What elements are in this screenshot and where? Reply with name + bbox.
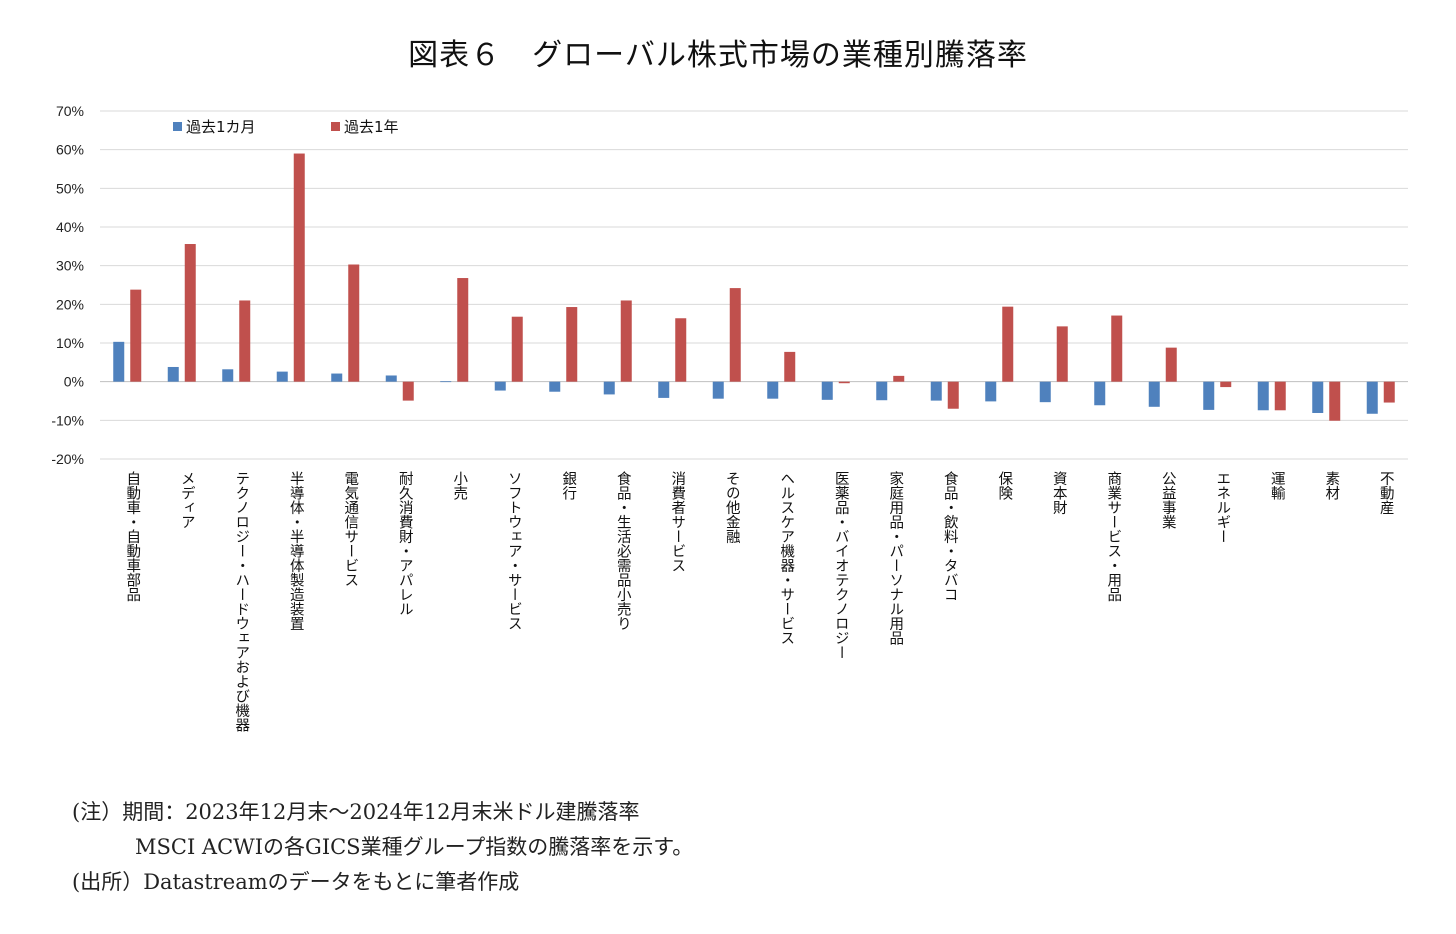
bar-past-1-month — [1312, 381, 1324, 413]
bar-past-1-year — [1274, 381, 1286, 411]
bar-past-1-year — [1002, 306, 1014, 382]
bar-past-1-month — [712, 381, 724, 399]
bar-past-1-year — [566, 307, 578, 382]
bars — [113, 153, 1395, 421]
x-tick-label: 医薬品・バイオテクノロジー — [833, 471, 849, 660]
x-tick-label: 資本財 — [1051, 471, 1067, 515]
bar-past-1-month — [767, 381, 779, 399]
bar-past-1-month — [113, 341, 125, 382]
bar-past-1-month — [930, 381, 942, 401]
bar-past-1-month — [549, 381, 561, 392]
bar-past-1-month — [1203, 381, 1215, 410]
bar-past-1-month — [876, 381, 888, 401]
legend-swatch — [331, 122, 340, 131]
bar-past-1-year — [511, 316, 523, 382]
bar-past-1-year — [1329, 381, 1341, 421]
bar-past-1-year — [620, 300, 632, 382]
bar-past-1-year — [1056, 326, 1068, 382]
bar-past-1-year — [348, 264, 360, 382]
bar-past-1-year — [675, 318, 687, 382]
bar-past-1-month — [1366, 381, 1378, 414]
legend: 過去1カ月 過去1年 — [173, 118, 399, 136]
bar-past-1-year — [1220, 381, 1232, 388]
note-description: MSCI ACWIの各GICS業種グループ指数の騰落率を示す。 — [135, 835, 694, 859]
x-tick-label: その他金融 — [724, 471, 740, 544]
chart-title: 図表６ グローバル株式市場の業種別騰落率 — [408, 38, 1028, 73]
note-period: (注）期間：2023年12月末～2024年12月末米ドル建騰落率 — [72, 800, 640, 824]
bar-past-1-month — [167, 366, 179, 382]
x-tick-label: 自動車・自動車部品 — [124, 471, 140, 602]
bar-past-1-month — [222, 369, 234, 382]
legend-swatch — [173, 122, 182, 131]
x-tick-label: 食品・飲料・タバコ — [942, 471, 958, 602]
bar-past-1-year — [1165, 347, 1177, 382]
bar-past-1-month — [658, 381, 670, 398]
x-tick-label: 消費者サービス — [669, 471, 685, 573]
y-tick-label: -10% — [51, 412, 84, 428]
bar-past-1-year — [130, 289, 142, 382]
bar-past-1-month — [440, 381, 452, 383]
x-tick-label: ヘルスケア機器・サービス — [778, 471, 794, 645]
y-tick-label: 10% — [56, 335, 84, 351]
bar-past-1-month — [821, 381, 833, 400]
notes: (注）期間：2023年12月末～2024年12月末米ドル建騰落率 MSCI AC… — [72, 795, 693, 900]
gridlines — [100, 110, 1408, 460]
bar-past-1-year — [402, 381, 414, 401]
x-tick-label: 不動産 — [1378, 471, 1394, 516]
x-tick-label: 電気通信サービス — [342, 471, 358, 587]
bar-past-1-month — [603, 381, 615, 395]
x-tick-label: メディア — [179, 471, 195, 529]
bar-chart: 70% 60% 50% 40% 30% 20% 10% 0% -10% -20% 自動車・自動車部… — [51, 103, 1408, 733]
y-tick-label: -20% — [51, 451, 84, 467]
bar-past-1-month — [276, 371, 288, 382]
y-tick-label: 40% — [56, 219, 84, 235]
bar-past-1-year — [784, 351, 796, 382]
bar-past-1-year — [1111, 315, 1123, 382]
bar-past-1-year — [184, 244, 196, 382]
y-tick-label: 70% — [56, 103, 84, 119]
y-tick-label: 30% — [56, 258, 84, 274]
bar-past-1-month — [1039, 381, 1051, 403]
x-tick-label: 銀行 — [560, 471, 576, 502]
legend-label: 過去1年 — [344, 118, 399, 136]
x-tick-label: 素材 — [1323, 471, 1339, 501]
y-tick-label: 50% — [56, 180, 84, 196]
x-tick-label: 商業サービス・用品 — [1105, 471, 1121, 602]
bar-past-1-month — [494, 381, 506, 391]
bar-past-1-year — [729, 288, 741, 382]
bar-past-1-year — [838, 381, 850, 384]
bar-past-1-month — [331, 373, 343, 382]
bar-past-1-year — [457, 278, 469, 382]
bar-past-1-year — [1383, 381, 1395, 403]
x-tick-label: 半導体・半導体製造装置 — [288, 471, 304, 631]
x-tick-label: 小売 — [451, 471, 467, 502]
bar-past-1-year — [893, 375, 905, 382]
y-tick-label: 60% — [56, 142, 84, 158]
bar-past-1-month — [1257, 381, 1269, 411]
bar-past-1-year — [293, 153, 305, 382]
x-axis-labels: 自動車・自動車部品 メディア テクノロジー・ハードウェアおよび機器 半導体・半導体製造… — [124, 471, 1394, 733]
x-tick-label: 耐久消費財・アパレル — [397, 471, 413, 616]
note-source: (出所）Datastreamのデータをもとに筆者作成 — [72, 870, 520, 894]
y-tick-label: 0% — [64, 374, 84, 390]
x-tick-label: 運輸 — [1269, 471, 1285, 500]
bar-past-1-month — [1148, 381, 1160, 407]
bar-past-1-month — [985, 381, 997, 402]
x-tick-label: ソフトウェア・サービス — [506, 471, 522, 631]
x-tick-label: テクノロジー・ハードウェアおよび機器 — [233, 471, 249, 732]
x-tick-label: エネルギー — [1214, 471, 1230, 544]
x-tick-label: 食品・生活必需品小売り — [615, 471, 631, 631]
bar-past-1-month — [1094, 381, 1106, 406]
y-axis: 70% 60% 50% 40% 30% 20% 10% 0% -10% -20% — [51, 103, 84, 467]
bar-past-1-year — [239, 300, 251, 382]
x-tick-label: 公益事業 — [1160, 471, 1176, 529]
bar-past-1-month — [385, 375, 397, 382]
x-tick-label: 家庭用品・パーソナル用品 — [887, 471, 903, 646]
legend-label: 過去1カ月 — [186, 118, 256, 136]
bar-past-1-year — [947, 381, 959, 409]
x-tick-label: 保険 — [996, 471, 1012, 501]
y-tick-label: 20% — [56, 296, 84, 312]
